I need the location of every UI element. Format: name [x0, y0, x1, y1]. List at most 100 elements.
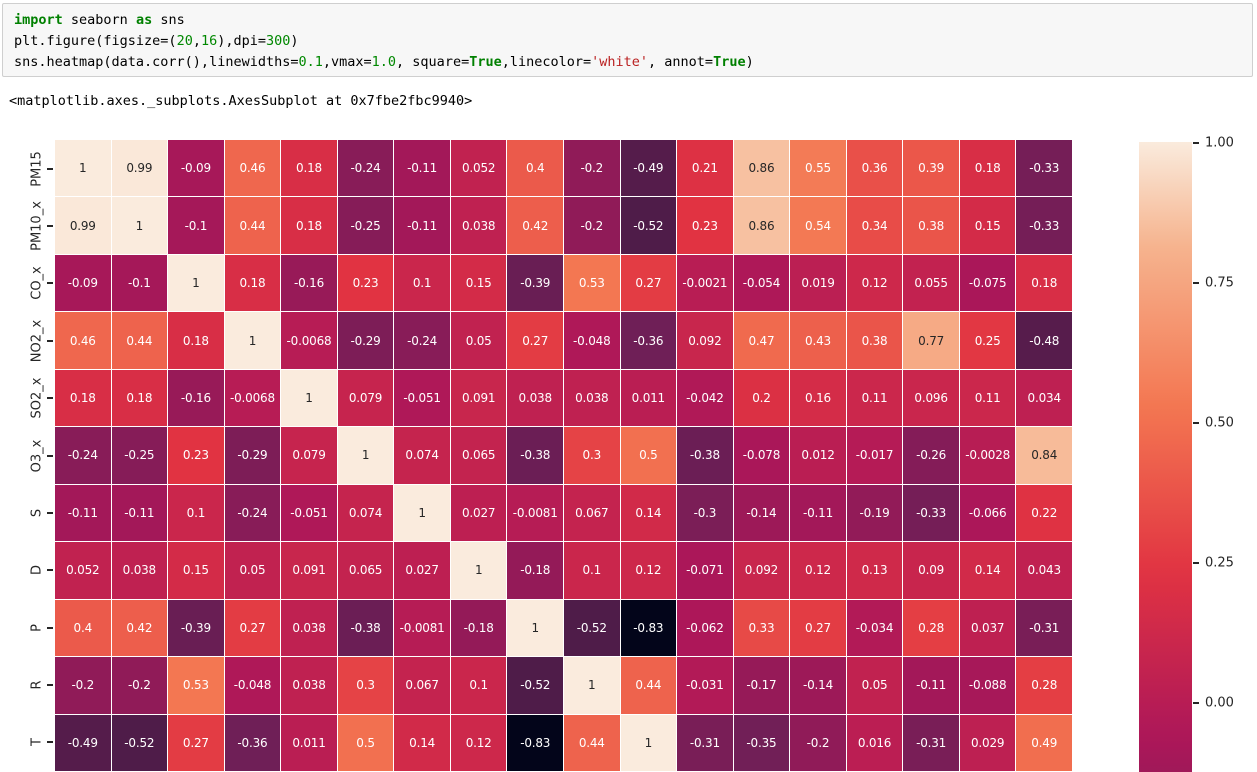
- y-tick-label: R: [29, 680, 45, 690]
- colorbar-tick-mark: [1193, 422, 1199, 424]
- cell-value: -0.11: [407, 161, 438, 176]
- cell-value: -0.24: [237, 505, 268, 520]
- cell-value: 0.038: [292, 678, 326, 693]
- heatmap-cell: -0.11: [394, 197, 450, 254]
- cell-value: -0.33: [916, 505, 947, 520]
- cell-value: -0.3: [693, 505, 717, 520]
- cell-value: 0.34: [861, 218, 888, 233]
- heatmap-cell: 0.42: [507, 197, 563, 254]
- cell-value: 0.052: [66, 563, 100, 578]
- heatmap-cell: -0.52: [620, 197, 677, 254]
- heatmap-cell: 0.27: [790, 599, 846, 657]
- cell-value: 0.27: [635, 276, 662, 291]
- y-tick-mark: [47, 569, 53, 572]
- cell-value: 0.12: [861, 276, 888, 291]
- cell-value: 1: [192, 276, 200, 291]
- heatmap-cell: -0.2: [55, 657, 111, 714]
- cell-value: 0.18: [182, 333, 209, 348]
- heatmap-cell: 0.3: [337, 657, 394, 714]
- cell-value: 1: [531, 620, 540, 635]
- heatmap-cell: -0.2: [564, 140, 620, 197]
- cell-value: 0.1: [582, 563, 602, 578]
- cell-value: 0.84: [1031, 448, 1058, 463]
- heatmap-cell: 0.54: [790, 197, 846, 254]
- cell-value: 0.44: [126, 333, 153, 348]
- heatmap-cell: 0.84: [1016, 427, 1072, 484]
- heatmap-cell: -0.14: [733, 484, 790, 542]
- cell-value: 0.25: [974, 333, 1001, 348]
- heatmap-cell: 0.074: [337, 484, 394, 542]
- heatmap-cell: -0.48: [1016, 312, 1072, 369]
- heatmap-cell: -0.33: [1016, 197, 1072, 254]
- cell-value: -0.11: [407, 218, 438, 233]
- cell-value: -0.054: [742, 276, 781, 291]
- heatmap-cell: 0.019: [790, 254, 846, 312]
- code-cell[interactable]: import seaborn as sns plt.figure(figsize=…: [2, 3, 1253, 77]
- colorbar-tick-label: 0.00: [1205, 695, 1234, 711]
- heatmap-cell: -0.25: [337, 197, 394, 254]
- cell-value: -0.0081: [399, 620, 445, 635]
- heatmap-cell: -0.52: [507, 657, 563, 714]
- heatmap-cell: 0.38: [903, 197, 959, 254]
- heatmap-cell: 0.33: [733, 599, 790, 657]
- heatmap-cell: 0.055: [903, 254, 959, 312]
- heatmap-cell: -0.24: [224, 484, 281, 542]
- cell-value: 1: [361, 448, 370, 463]
- cell-value: 0.55: [805, 161, 831, 176]
- code-line: import seaborn as sns: [14, 12, 185, 28]
- heatmap-cell: -0.52: [111, 714, 168, 771]
- cell-value: 0.86: [748, 218, 775, 233]
- heatmap-cell: -0.83: [507, 714, 563, 771]
- cell-value: 0.038: [518, 391, 553, 406]
- cell-value: 0.5: [356, 735, 375, 750]
- heatmap-cell: 0.27: [224, 599, 281, 657]
- heatmap-cell: -0.0021: [677, 254, 733, 312]
- heatmap-cell: 0.012: [790, 427, 846, 484]
- cell-value: 0.079: [292, 448, 326, 463]
- heatmap-cell: -0.048: [224, 657, 281, 714]
- cell-value: 0.011: [631, 391, 666, 406]
- cell-value: -0.2: [806, 735, 830, 750]
- cell-value: 0.029: [970, 735, 1005, 750]
- heatmap-cell: 0.44: [620, 657, 677, 714]
- heatmap-cell: 0.18: [281, 197, 337, 254]
- cell-value: -0.0081: [512, 505, 558, 520]
- cell-value: -0.83: [520, 735, 551, 750]
- heatmap-cell: -0.017: [846, 427, 903, 484]
- heatmap-cell: 1: [281, 369, 337, 427]
- heatmap-cell: 0.09: [903, 542, 959, 599]
- heatmap-cell: -0.14: [790, 657, 846, 714]
- heatmap-cell: 0.034: [1016, 369, 1072, 427]
- cell-value: 0.53: [578, 276, 605, 291]
- heatmap-cell: -0.24: [394, 312, 450, 369]
- cell-value: 0.092: [744, 563, 779, 578]
- y-tick-label: O3_x: [29, 439, 45, 472]
- cell-value: 0.3: [356, 678, 375, 693]
- cell-value: 0.33: [748, 620, 775, 635]
- cell-value: -0.36: [237, 735, 268, 750]
- cell-value: -0.18: [463, 620, 494, 635]
- heatmap-cell: 0.27: [620, 254, 677, 312]
- heatmap-cell: 0.092: [733, 542, 790, 599]
- code-editor[interactable]: import seaborn as sns plt.figure(figsize=…: [14, 10, 1252, 73]
- heatmap-cell: 0.43: [790, 312, 846, 369]
- cell-value: -0.49: [633, 161, 664, 176]
- heatmap-cell: -0.38: [507, 427, 563, 484]
- cell-value: -0.1: [184, 218, 208, 233]
- heatmap-cell: 0.86: [733, 140, 790, 197]
- heatmap-cell: -0.078: [733, 427, 790, 484]
- cell-value: 0.027: [405, 563, 439, 578]
- heatmap-cell: 0.77: [903, 312, 959, 369]
- heatmap-cell: 0.052: [450, 140, 507, 197]
- cell-value: -0.38: [520, 448, 551, 463]
- heatmap-cell: -0.33: [1016, 140, 1072, 197]
- cell-value: -0.09: [180, 161, 211, 176]
- cell-value: 0.23: [691, 218, 718, 233]
- heatmap-cell: -0.11: [790, 484, 846, 542]
- cell-value: 0.38: [918, 218, 945, 233]
- cell-value: 0.15: [974, 218, 1001, 233]
- cell-value: -0.31: [1029, 620, 1060, 635]
- heatmap-cell: 0.4: [55, 599, 111, 657]
- cell-value: 0.28: [1031, 678, 1058, 693]
- heatmap-cell: 0.44: [111, 312, 168, 369]
